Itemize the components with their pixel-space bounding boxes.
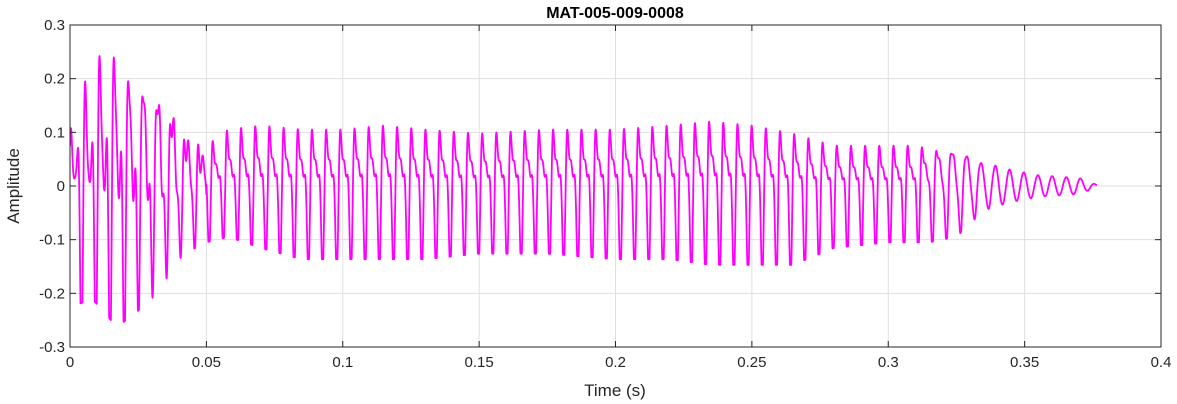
signal-series	[70, 55, 1098, 323]
x-tick-label: 0.1	[332, 354, 353, 371]
y-tick-label: -0.2	[39, 285, 65, 302]
axes	[69, 24, 1162, 348]
grid	[70, 25, 1161, 347]
tick-labels: 0 0.05 0.1 0.15 0.2 0.25 0.3 0.35 0.4 -0.3 -0.2 -0.…	[39, 17, 1171, 371]
y-tick-label: -0.1	[39, 232, 65, 249]
y-tick-label: 0.3	[44, 17, 65, 34]
x-tick-label: 0.3	[878, 354, 899, 371]
x-tick-label: 0.15	[465, 354, 494, 371]
x-tick-label: 0.2	[605, 354, 626, 371]
x-axis-title: Time (s)	[584, 381, 646, 400]
y-tick-label: 0.1	[44, 124, 65, 141]
x-tick-label: 0.35	[1010, 354, 1039, 371]
y-tick-label: 0	[57, 178, 65, 195]
amplitude-line	[70, 55, 1098, 323]
y-tick-label: 0.2	[44, 71, 65, 88]
y-tick-label: -0.3	[39, 339, 65, 356]
x-tick-label: 0	[66, 354, 74, 371]
x-tick-label: 0.05	[192, 354, 221, 371]
y-axis-title: Amplitude	[4, 148, 23, 224]
x-tick-label: 0.4	[1151, 354, 1172, 371]
chart-title: MAT-005-009-0008	[546, 5, 684, 22]
x-tick-label: 0.25	[737, 354, 766, 371]
